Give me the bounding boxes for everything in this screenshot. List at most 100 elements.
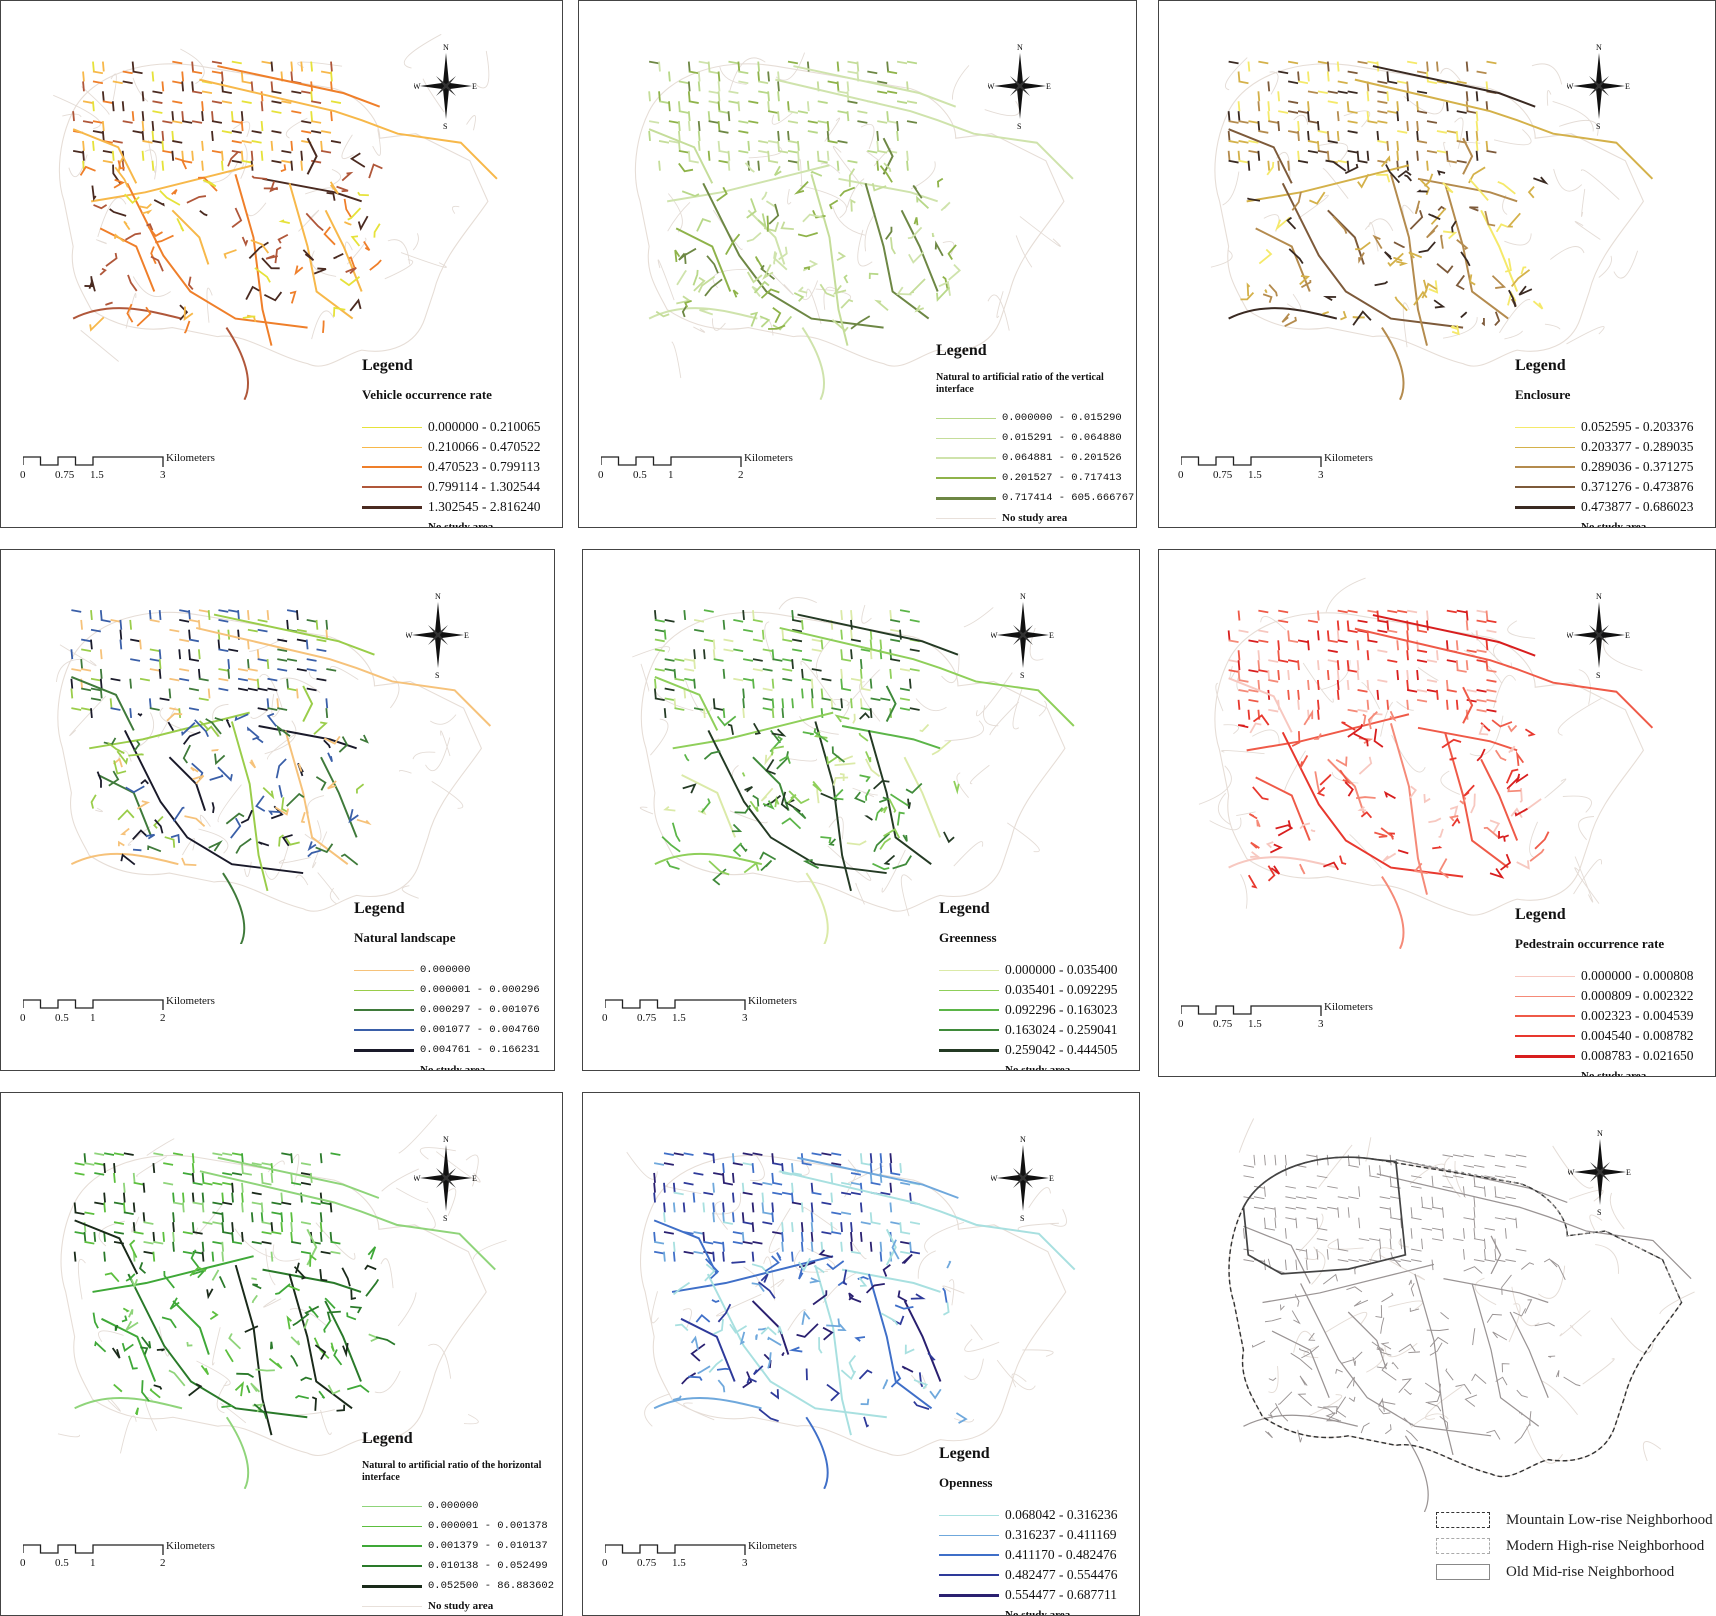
legend-title: Legend	[1515, 906, 1566, 923]
legend-line-swatch	[936, 496, 996, 500]
legend-class-row: 0.289036 - 0.371275	[1515, 457, 1694, 477]
scale-label: 0.75	[637, 1557, 657, 1569]
north-arrow-compass-icon: N W E S	[1566, 41, 1631, 131]
scale-label: 0.75	[1213, 469, 1233, 481]
boundary-style-swatch	[1436, 1538, 1490, 1554]
legend-line-swatch	[1515, 486, 1575, 488]
legend-subtitle: Natural to artificial ratio of the horiz…	[362, 1460, 542, 1483]
north-arrow-compass-icon: N W E S	[1567, 1127, 1632, 1217]
legend-no-study-area: No study area	[362, 1596, 554, 1615]
legend-class-row: 0.000000 - 0.210065	[362, 417, 541, 437]
legend-class-row: 0.004761 - 0.166231	[354, 1040, 540, 1060]
legend-class-row: 0.052500 - 86.883602	[362, 1576, 554, 1596]
map-panel-vehicle-occurrence: N W E S Legend Vehicle occurrence rate 0.0…	[0, 0, 563, 528]
legend-line-swatch	[939, 1534, 999, 1536]
legend-class-row: 0.411170 - 0.482476	[939, 1545, 1118, 1565]
map-panel-vertical-interface: N W E S Legend Natural to artificial rati…	[578, 0, 1137, 528]
legend-line-swatch	[362, 505, 422, 509]
north-arrow-compass-icon: N W E S	[413, 41, 478, 131]
legend-no-study-area: No study area	[939, 1060, 1118, 1070]
legend-line-swatch	[936, 457, 996, 459]
scale-label: 0	[602, 1012, 608, 1024]
neighborhood-legend: Mountain Low-rise Neighborhood Modern Hig…	[1436, 1507, 1713, 1585]
legend-line-swatch	[939, 1574, 999, 1576]
map-legend: Legend Natural to artificial ratio of the…	[362, 1430, 554, 1615]
road-network-map	[56, 609, 492, 945]
north-arrow-compass-icon: N W E S	[990, 590, 1055, 680]
legend-class-row: 0.052595 - 0.203376	[1515, 417, 1694, 437]
legend-class-row: 0.163024 - 0.259041	[939, 1020, 1118, 1040]
svg-text:E: E	[1625, 82, 1630, 91]
compass-n: N	[443, 43, 449, 52]
legend-class-row: 0.000001 - 0.000296	[354, 980, 540, 1000]
legend-class-row: 0.482477 - 0.554476	[939, 1565, 1118, 1585]
legend-title: Legend	[936, 342, 987, 359]
legend-class-row: 0.035401 - 0.092295	[939, 980, 1118, 1000]
svg-text:S: S	[1597, 1208, 1601, 1217]
map-legend: Legend Openness 0.068042 - 0.316236 0.31623…	[939, 1445, 1118, 1615]
legend-class-row: 0.000000 - 0.035400	[939, 960, 1118, 980]
scale-label: 0	[602, 1557, 608, 1569]
legend-line-swatch	[362, 486, 422, 488]
scale-label: 1.5	[1248, 469, 1262, 481]
map-legend: Legend Enclosure 0.052595 - 0.203376 0.2033…	[1515, 357, 1694, 527]
legend-class-row: 0.004540 - 0.008782	[1515, 1026, 1694, 1046]
neighborhood-legend-row: Old Mid-rise Neighborhood	[1436, 1559, 1713, 1585]
road-network-map	[632, 597, 1075, 945]
legend-line-swatch	[354, 989, 414, 991]
svg-text:W: W	[414, 1174, 421, 1183]
scale-label: 0	[598, 469, 604, 481]
legend-class-row: 0.000000	[362, 1496, 554, 1516]
legend-class-row: 0.000001 - 0.001378	[362, 1516, 554, 1536]
scale-unit: Kilometers	[744, 452, 793, 464]
legend-class-row: 0.000000 - 0.000808	[1515, 966, 1694, 986]
legend-line-swatch	[939, 1009, 999, 1011]
legend-line-swatch	[1515, 975, 1575, 977]
road-network-map	[626, 1151, 1076, 1489]
legend-title: Legend	[939, 900, 990, 917]
legend-line-swatch	[362, 446, 422, 448]
legend-line-swatch	[1515, 426, 1575, 428]
compass-n: N	[1596, 43, 1602, 52]
svg-text:W: W	[991, 1174, 998, 1183]
scale-label: 0	[20, 469, 26, 481]
scale-label: 0.75	[1213, 1018, 1233, 1030]
legend-class-row: 0.001379 - 0.010137	[362, 1536, 554, 1556]
scale-label: 0.75	[637, 1012, 657, 1024]
legend-no-study-area: No study area	[1515, 517, 1694, 527]
legend-class-row: 0.470523 - 0.799113	[362, 457, 541, 477]
north-arrow-compass-icon: N W E S	[405, 590, 470, 680]
map-panel-neighborhood-types: N W E S Mountain Low-rise Neighborhood Mo…	[1158, 1092, 1716, 1616]
legend-subtitle: Vehicle occurrence rate	[362, 387, 492, 402]
legend-line-swatch	[1515, 446, 1575, 448]
legend-class-row: 0.001077 - 0.004760	[354, 1020, 540, 1040]
legend-subtitle: Openness	[939, 1475, 993, 1490]
legend-line-swatch	[1515, 1015, 1575, 1017]
legend-line-swatch	[939, 989, 999, 991]
legend-class-row: 0.015291 - 0.064880	[936, 428, 1134, 448]
compass-n: N	[1020, 1135, 1026, 1144]
legend-line-swatch	[936, 417, 996, 419]
legend-line-swatch	[1515, 1035, 1575, 1037]
legend-title: Legend	[939, 1445, 990, 1462]
scale-label: 0.5	[55, 1557, 69, 1569]
north-arrow-compass-icon: N W E S	[990, 1133, 1055, 1223]
scale-label: 2	[738, 469, 744, 481]
svg-text:S: S	[443, 1214, 447, 1223]
legend-class-row: 0.000000	[354, 960, 540, 980]
scale-label: 3	[1318, 469, 1324, 481]
scale-unit: Kilometers	[166, 995, 215, 1007]
legend-class-row: 0.201527 - 0.717413	[936, 468, 1134, 488]
legend-class-row: 0.203377 - 0.289035	[1515, 437, 1694, 457]
svg-text:W: W	[1567, 631, 1574, 640]
legend-line-swatch	[354, 1009, 414, 1011]
compass-n: N	[1017, 43, 1023, 52]
road-network-map	[57, 1114, 507, 1489]
scale-label: 1.5	[1248, 1018, 1262, 1030]
svg-text:E: E	[464, 631, 469, 640]
map-panel-greenness: N W E S Legend Greenness 0.000000 - 0.0354…	[582, 549, 1140, 1071]
legend-line-swatch	[936, 437, 996, 439]
legend-no-study-area: No study area	[362, 517, 541, 527]
svg-text:W: W	[414, 82, 421, 91]
legend-class-row: 0.000297 - 0.001076	[354, 1000, 540, 1020]
